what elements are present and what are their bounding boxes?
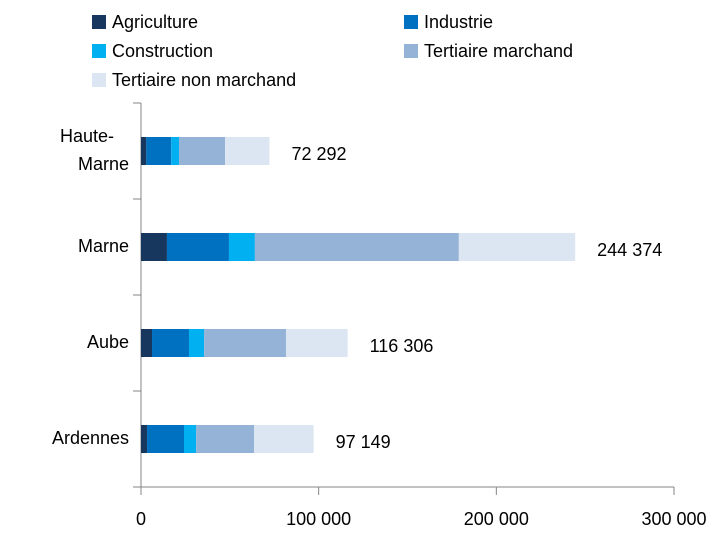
category-label: Haute-Marne xyxy=(60,126,129,174)
bar-segment xyxy=(285,329,348,357)
bar-segment xyxy=(166,233,229,261)
bar-segment xyxy=(146,137,172,165)
bar-segment xyxy=(188,329,205,357)
category-label: Aube xyxy=(87,332,129,352)
category-label: Ardennes xyxy=(52,428,129,448)
total-label: 72 292 xyxy=(291,144,346,164)
bar-segment xyxy=(171,137,180,165)
total-label: 244 374 xyxy=(597,240,662,260)
x-tick-label: 300 000 xyxy=(641,509,706,529)
bar-segment xyxy=(254,233,459,261)
bar-segment xyxy=(141,233,167,261)
legend-swatch xyxy=(92,44,106,58)
x-tick-label: 200 000 xyxy=(464,509,529,529)
bar-segment xyxy=(225,137,270,165)
category-label: Marne xyxy=(78,236,129,256)
bar-segment xyxy=(147,425,184,453)
bar-segment xyxy=(253,425,314,453)
legend-swatch xyxy=(92,15,106,29)
legend-label: Industrie xyxy=(424,12,493,32)
bar-segment xyxy=(183,425,197,453)
total-label: 116 306 xyxy=(370,336,434,356)
bar-segment xyxy=(458,233,576,261)
x-tick-label: 100 000 xyxy=(286,509,351,529)
legend-swatch xyxy=(92,73,106,87)
bar-segment xyxy=(228,233,255,261)
legend-label: Tertiaire non marchand xyxy=(112,70,296,90)
x-tick-label: 0 xyxy=(136,509,146,529)
legend-swatch xyxy=(404,15,418,29)
bar-segment xyxy=(179,137,226,165)
legend-label: Agriculture xyxy=(112,12,198,32)
bar-segment xyxy=(152,329,189,357)
bar-segment xyxy=(141,137,147,165)
bar-segment xyxy=(141,425,148,453)
bar-segment xyxy=(204,329,286,357)
bar-segment xyxy=(141,329,153,357)
legend-swatch xyxy=(404,44,418,58)
legend-label: Construction xyxy=(112,41,213,61)
legend-label: Tertiaire marchand xyxy=(424,41,573,61)
bar-segment xyxy=(196,425,254,453)
total-label: 97 149 xyxy=(336,432,391,452)
